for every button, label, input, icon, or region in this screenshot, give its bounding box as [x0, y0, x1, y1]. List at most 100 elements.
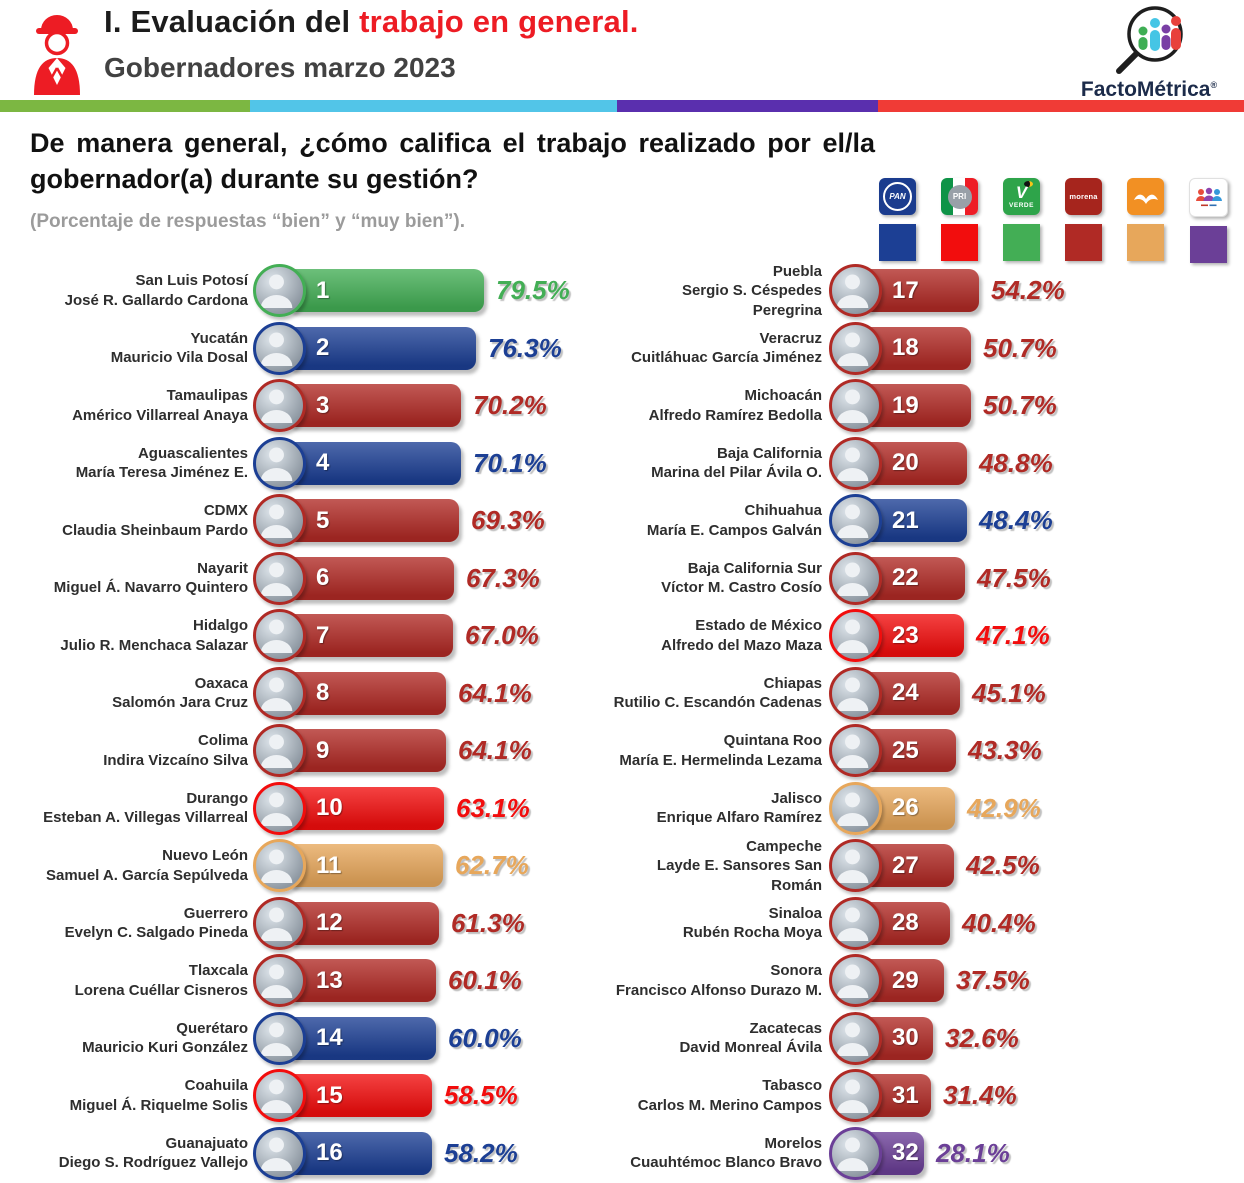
governor-row: Campeche Layde E. Sansores San Román 27 …: [610, 837, 1244, 895]
score-bar: 12: [288, 901, 439, 945]
governor-row: Quintana Roo María E. Hermelinda Lezama …: [610, 722, 1244, 780]
state-name: Jalisco: [771, 789, 822, 807]
rank-number: 9: [316, 736, 330, 764]
rank-number: 21: [892, 506, 919, 534]
stripe-purple: [617, 100, 878, 112]
rank-number: 22: [892, 564, 919, 592]
rank-number: 23: [892, 621, 919, 649]
score-value: 64.1%: [458, 677, 532, 708]
governor-row: Tlaxcala Lorena Cuéllar Cisneros 13 60.1…: [14, 952, 606, 1010]
score-value: 67.3%: [466, 562, 540, 593]
governor-row: Baja California Marina del Pilar Ávila O…: [610, 435, 1244, 493]
governor-photo: [253, 321, 306, 375]
score-value: 70.1%: [473, 447, 547, 478]
governor-row: Tamaulipas Américo Villarreal Anaya 3 70…: [14, 377, 606, 435]
governor-name: Alfredo Ramírez Bedolla: [648, 406, 822, 424]
pri-color-swatch: [941, 224, 978, 261]
mc-color-swatch: [1127, 224, 1164, 261]
governor-photo: [253, 609, 306, 663]
row-label: Morelos Cuauhtémoc Blanco Bravo: [610, 1134, 822, 1173]
score-bar: 1: [288, 269, 484, 313]
row-label: Nuevo León Samuel A. García Sepúlveda: [14, 846, 248, 885]
rank-number: 24: [892, 679, 919, 707]
row-label: Tabasco Carlos M. Merino Campos: [610, 1076, 822, 1115]
governor-row: Zacatecas David Monreal Ávila 30 32.6%: [610, 1010, 1244, 1068]
governor-name: Cuitláhuac García Jiménez: [631, 349, 822, 367]
pes-color-swatch: [1190, 226, 1227, 263]
governor-photo: [829, 896, 882, 950]
score-value: 47.1%: [976, 620, 1050, 651]
person-icon: [260, 562, 293, 596]
governor-row: Jalisco Enrique Alfaro Ramírez 26 42.9%: [610, 780, 1244, 838]
pri-logo: PRI: [941, 178, 978, 215]
governor-name: Mauricio Vila Dosal: [110, 349, 248, 367]
governor-name: Lorena Cuéllar Cisneros: [74, 981, 248, 999]
rank-number: 10: [316, 794, 343, 822]
row-label: Chihuahua María E. Campos Galván: [610, 501, 822, 540]
pvem-color-swatch: [1003, 224, 1040, 261]
state-name: Durango: [186, 789, 248, 807]
governor-name: Layde E. Sansores San Román: [656, 857, 822, 894]
row-label: Oaxaca Salomón Jara Cruz: [14, 674, 248, 713]
row-label: Quintana Roo María E. Hermelinda Lezama: [610, 731, 822, 770]
governor-photo: [253, 494, 306, 548]
row-label: Querétaro Mauricio Kuri González: [14, 1019, 248, 1058]
governor-row: Nayarit Miguel Á. Navarro Quintero 6 67.…: [14, 550, 606, 608]
governor-photo: [829, 839, 882, 893]
person-icon: [836, 734, 869, 769]
governor-name: Miguel Á. Riquelme Solis: [69, 1096, 248, 1114]
governor-photo: [829, 781, 882, 835]
rank-number: 19: [892, 391, 919, 419]
score-bar: 9: [288, 729, 446, 773]
rank-number: 28: [892, 909, 919, 937]
governor-photo: [253, 1069, 306, 1123]
state-name: Aguascalientes: [137, 444, 248, 462]
score-value: 42.5%: [966, 850, 1040, 881]
score-value: 62.7%: [455, 850, 529, 881]
state-name: Campeche: [746, 837, 822, 855]
governor-photo: [253, 1126, 306, 1180]
governor-row: Nuevo León Samuel A. García Sepúlveda 11…: [14, 837, 606, 895]
governor-row: Veracruz Cuitláhuac García Jiménez 18 50…: [610, 320, 1244, 378]
governor-row: Michoacán Alfredo Ramírez Bedolla 19 50.…: [610, 377, 1244, 435]
legend-item-morena: morena: [1065, 178, 1102, 263]
governor-name: Salomón Jara Cruz: [112, 694, 248, 712]
morena-logo: morena: [1065, 178, 1102, 215]
row-label: Puebla Sergio S. Céspedes Peregrina: [610, 262, 822, 321]
governor-row: Durango Esteban A. Villegas Villarreal 1…: [14, 780, 606, 838]
governor-name: María E. Campos Galván: [646, 521, 822, 539]
score-value: 32.6%: [945, 1022, 1019, 1053]
person-icon: [260, 1022, 293, 1056]
governor-row: Guerrero Evelyn C. Salgado Pineda 12 61.…: [14, 895, 606, 953]
governor-photo: [829, 379, 882, 433]
legend-item-pan: PAN: [879, 178, 916, 263]
state-name: Colima: [197, 732, 248, 750]
state-name: Guanajuato: [165, 1134, 248, 1152]
governor-photo: [829, 609, 882, 663]
governor-photo: [829, 1011, 882, 1065]
governor-name: Rubén Rocha Moya: [682, 924, 822, 942]
state-name: Querétaro: [176, 1019, 248, 1037]
person-icon: [260, 792, 293, 826]
governor-photo: [829, 551, 882, 605]
score-bar: 14: [288, 1016, 436, 1060]
governor-photo: [829, 264, 882, 318]
row-label: Guerrero Evelyn C. Salgado Pineda: [14, 904, 248, 943]
stripe-green: [0, 100, 250, 112]
person-icon: [836, 964, 869, 999]
score-bar: 7: [288, 614, 453, 658]
governor-name: Mauricio Kuri González: [82, 1039, 248, 1057]
person-icon: [260, 504, 293, 539]
rank-number: 11: [316, 851, 342, 879]
rank-number: 17: [892, 276, 919, 304]
score-bar: 15: [288, 1074, 432, 1118]
pan-color-swatch: [879, 224, 916, 261]
score-bar: 5: [288, 499, 459, 543]
party-legend: PAN PRI V VERDE morena: [879, 178, 1228, 263]
header: I. Evaluación del trabajo en general. Go…: [0, 0, 1244, 100]
rank-number: 29: [892, 966, 919, 994]
state-name: CDMX: [203, 502, 248, 520]
governor-photo: [253, 1011, 306, 1065]
governor-photo: [829, 436, 882, 490]
